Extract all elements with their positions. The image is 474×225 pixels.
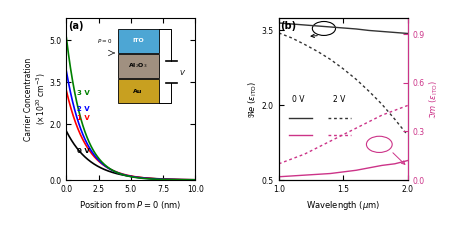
X-axis label: Wavelength ($\mu$m): Wavelength ($\mu$m) — [306, 199, 380, 212]
Text: 2 V: 2 V — [77, 106, 89, 112]
Text: (a): (a) — [68, 21, 83, 31]
Text: 1 V: 1 V — [77, 115, 90, 121]
Text: 0 V: 0 V — [292, 95, 304, 104]
Text: 0 V: 0 V — [77, 148, 90, 154]
Y-axis label: $\Im m$ ($\varepsilon_{\rm ITO}$): $\Im m$ ($\varepsilon_{\rm ITO}$) — [428, 79, 440, 119]
X-axis label: Position from $P = 0$ (nm): Position from $P = 0$ (nm) — [80, 199, 182, 211]
Y-axis label: Carrier Concentration
($\times 10^{20}$ cm$^{-3}$): Carrier Concentration ($\times 10^{20}$ … — [24, 57, 48, 141]
Text: 3 V: 3 V — [77, 90, 90, 96]
Y-axis label: $\Re e$ ($\varepsilon_{\rm ITO}$): $\Re e$ ($\varepsilon_{\rm ITO}$) — [246, 80, 259, 118]
Text: 2 V: 2 V — [333, 95, 346, 104]
Text: (b): (b) — [280, 21, 296, 31]
